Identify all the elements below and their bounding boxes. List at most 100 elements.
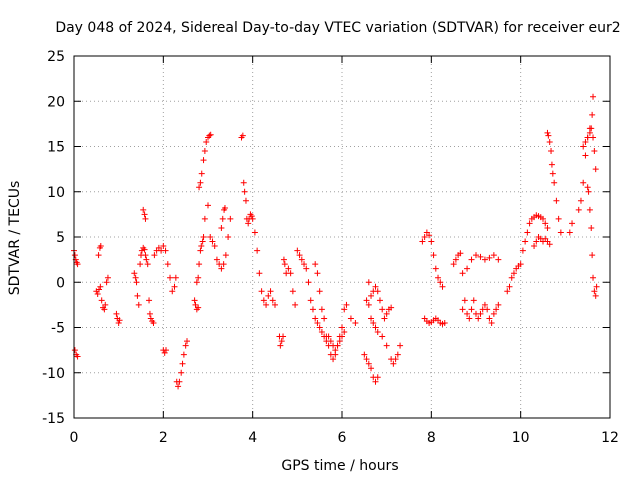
data-point — [140, 206, 147, 213]
data-point — [160, 243, 167, 250]
data-point — [590, 93, 597, 100]
data-point — [343, 301, 350, 308]
data-point — [334, 342, 341, 349]
data-point — [292, 301, 299, 308]
data-point — [102, 301, 109, 308]
data-point — [426, 232, 433, 239]
data-point — [97, 243, 104, 250]
data-point — [372, 378, 379, 385]
data-point — [316, 324, 323, 331]
data-point — [96, 286, 103, 293]
data-point — [428, 238, 435, 245]
data-point — [374, 288, 381, 295]
data-point — [98, 297, 105, 304]
data-point — [294, 247, 301, 254]
x-tick-label: 8 — [427, 430, 436, 446]
data-point — [544, 224, 551, 231]
data-point — [582, 138, 589, 145]
data-point — [584, 134, 591, 141]
data-point — [221, 205, 228, 212]
data-point — [437, 279, 444, 286]
data-point — [314, 319, 321, 326]
data-point — [164, 261, 171, 268]
data-point — [305, 279, 312, 286]
data-point — [263, 301, 270, 308]
data-point — [468, 306, 475, 313]
data-point — [135, 301, 142, 308]
data-point — [540, 215, 546, 222]
y-tick-label: 20 — [47, 94, 65, 110]
data-point — [361, 351, 368, 358]
data-point — [490, 310, 497, 317]
data-points — [71, 93, 600, 390]
data-point — [519, 247, 526, 254]
data-point — [218, 265, 225, 272]
data-point — [592, 166, 599, 173]
data-point — [307, 297, 314, 304]
data-point — [589, 252, 596, 259]
x-tick-label: 6 — [338, 430, 347, 446]
data-point — [196, 184, 203, 191]
data-point — [365, 360, 372, 367]
data-point — [546, 138, 553, 145]
data-point — [542, 220, 549, 227]
data-point — [197, 247, 204, 254]
data-point — [312, 315, 319, 322]
data-point — [466, 315, 473, 322]
data-point — [461, 297, 468, 304]
data-point — [296, 252, 303, 259]
data-point — [314, 270, 321, 277]
data-point — [192, 301, 199, 308]
data-point — [195, 274, 202, 281]
data-point — [459, 306, 466, 313]
data-point — [555, 215, 562, 222]
data-point — [584, 184, 591, 191]
data-point — [116, 317, 123, 324]
data-point — [419, 238, 426, 245]
data-point — [146, 310, 153, 317]
x-axis-label: GPS time / hours — [281, 458, 398, 474]
data-point — [197, 179, 204, 186]
data-point — [101, 306, 108, 313]
data-point — [201, 148, 208, 155]
data-point — [207, 131, 214, 138]
data-point — [363, 297, 370, 304]
data-point — [439, 283, 446, 290]
data-point — [332, 351, 339, 358]
data-point — [593, 283, 600, 290]
data-point — [200, 157, 207, 164]
data-point — [281, 261, 288, 268]
data-point — [241, 188, 248, 195]
data-point — [473, 252, 479, 259]
y-tick-label: 10 — [47, 185, 65, 201]
data-point — [193, 279, 200, 286]
data-point — [71, 252, 78, 259]
data-point — [74, 353, 81, 360]
data-point — [225, 234, 232, 240]
data-point — [330, 356, 337, 363]
data-point — [388, 304, 395, 311]
grid-lines — [74, 56, 610, 418]
data-point — [318, 306, 325, 313]
data-point — [379, 306, 386, 313]
data-point — [280, 333, 287, 340]
data-point — [200, 234, 207, 240]
data-point — [199, 238, 206, 245]
data-point — [142, 252, 149, 259]
data-point — [179, 360, 186, 367]
data-point — [468, 256, 475, 263]
data-point — [141, 246, 148, 253]
data-point — [301, 261, 308, 268]
data-point — [493, 306, 500, 313]
data-point — [95, 252, 102, 259]
data-point — [575, 206, 582, 213]
data-point — [381, 315, 388, 322]
data-point — [477, 253, 484, 260]
data-point — [132, 274, 139, 281]
data-point — [374, 374, 381, 381]
data-point — [376, 297, 383, 304]
data-point — [94, 291, 101, 298]
data-point — [141, 211, 148, 218]
data-point — [196, 261, 203, 268]
data-point — [150, 319, 157, 326]
